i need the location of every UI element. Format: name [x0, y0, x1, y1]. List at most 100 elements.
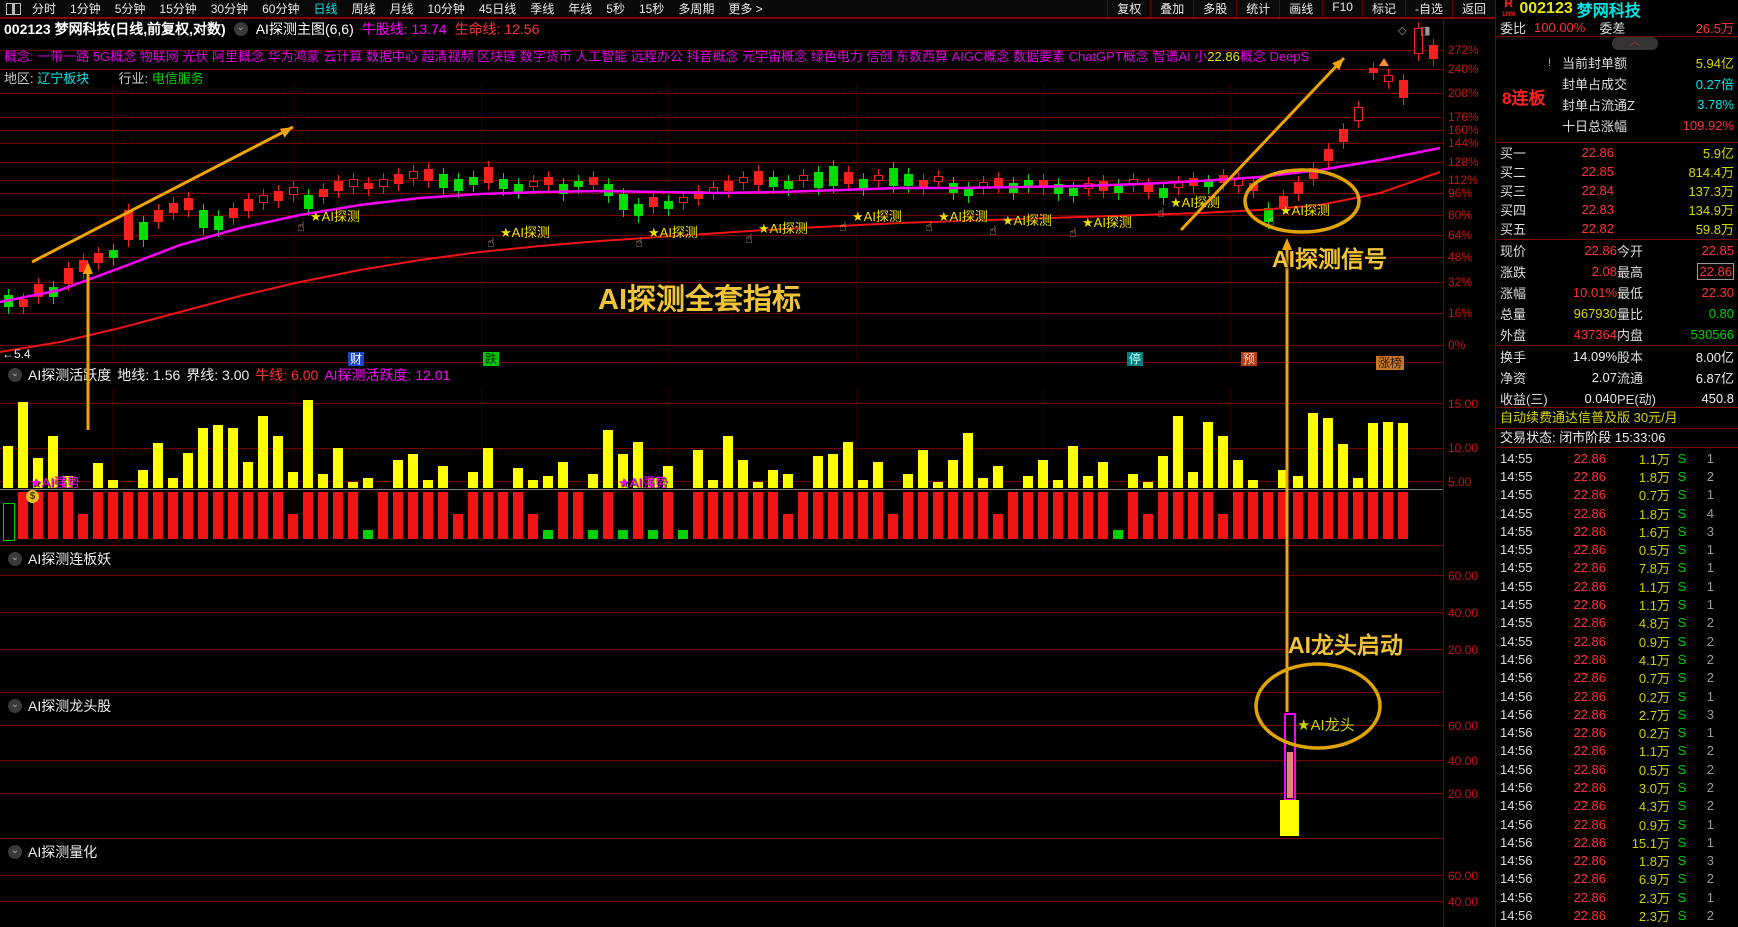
- period-tab[interactable]: 分时: [32, 2, 57, 16]
- period-tab[interactable]: 多周期: [678, 2, 715, 16]
- period-tab[interactable]: 周线: [351, 2, 376, 16]
- strip-bar-red: [1383, 492, 1393, 539]
- event-badge: 预: [1241, 352, 1258, 366]
- gridline: [0, 162, 1443, 163]
- toolbar-button[interactable]: 叠加: [1150, 0, 1193, 17]
- field-label: 涨幅: [1500, 286, 1527, 301]
- activity-bar: [648, 478, 658, 488]
- region-value[interactable]: 辽宁板块: [37, 71, 90, 86]
- candle: [1384, 75, 1393, 82]
- candle: [694, 191, 703, 199]
- period-tab[interactable]: 10分钟: [427, 2, 465, 16]
- strip-bar-red: [228, 492, 238, 539]
- month-gridline: [112, 84, 113, 362]
- toolbar-button[interactable]: 画线: [1279, 0, 1322, 17]
- trade-side: S: [1677, 889, 1687, 905]
- period-tab[interactable]: 5秒: [606, 2, 625, 16]
- period-tab[interactable]: 1分钟: [70, 2, 101, 16]
- candle: [1039, 180, 1048, 188]
- industry-value[interactable]: 电信服务: [151, 71, 204, 86]
- trade-row: 14:56 22.86 2.3万 S 2: [1496, 906, 1738, 924]
- toolbar-button[interactable]: 多股: [1193, 0, 1236, 17]
- trade-time: 14:55: [1500, 487, 1533, 503]
- period-tab[interactable]: 日线: [313, 2, 338, 16]
- subpanel-scale-label: 40.00: [1448, 754, 1479, 768]
- trade-row: 14:55 22.86 1.1万 S 1: [1496, 577, 1738, 595]
- candle: [499, 179, 508, 189]
- collapse-icon[interactable]: ⌄: [8, 845, 22, 859]
- activity-bound-line: 界线: 3.00: [186, 367, 250, 383]
- trade-time: 14:55: [1500, 615, 1533, 631]
- activity-bar: [1203, 422, 1213, 488]
- trade-volume: 0.7万: [1638, 671, 1670, 687]
- layout-split-icon[interactable]: [6, 2, 21, 15]
- trade-side: S: [1677, 542, 1687, 558]
- candle: [994, 178, 1003, 186]
- diamond-tool-icon[interactable]: ◇: [1398, 25, 1407, 37]
- candle: [844, 172, 853, 184]
- period-tab[interactable]: 月线: [389, 2, 414, 16]
- activity-bar: [183, 453, 193, 488]
- trade-side: S: [1677, 761, 1687, 777]
- order-book-row: 买一 22.86 5.9亿: [1496, 143, 1738, 162]
- strip-bar-red: [1278, 492, 1288, 539]
- toolbar-button[interactable]: 标记: [1361, 0, 1405, 17]
- period-tab[interactable]: 60分钟: [262, 2, 300, 16]
- strip-bar-red: [1023, 492, 1033, 539]
- strip-bar-red: [1248, 492, 1258, 539]
- activity-bar: [1233, 460, 1243, 488]
- concept-tags-line[interactable]: 概念: 一带一路 5G概念 物联网 光伏 阿里概念 华为鸿蒙 云计算 数据中心 …: [4, 46, 1309, 65]
- toolbar-button[interactable]: -自选: [1404, 0, 1452, 17]
- period-tab[interactable]: 30分钟: [210, 2, 249, 16]
- split-view-icon[interactable]: ◨: [1420, 25, 1431, 37]
- buy-price: 22.83: [1581, 202, 1614, 217]
- period-tab[interactable]: 更多 >: [728, 2, 763, 16]
- concept-tags-tail[interactable]: 概念 DeepS: [1239, 49, 1310, 64]
- concept-tags[interactable]: 一带一路 5G概念 物联网 光伏 阿里概念 华为鸿蒙 云计算 数据中心 超清视频…: [37, 49, 1208, 64]
- field-value: 2.08: [1591, 264, 1617, 279]
- field-label: 流通: [1617, 371, 1644, 386]
- panel-border[interactable]: [1495, 0, 1496, 927]
- candle: [859, 179, 868, 189]
- collapse-icon[interactable]: ⌄: [8, 699, 22, 713]
- lianban-panel-header[interactable]: ⌄ AI探测连板妖: [8, 549, 111, 569]
- strip-bar-red: [828, 492, 838, 539]
- toolbar-button[interactable]: 复权: [1107, 0, 1150, 17]
- trade-row: 14:56 22.86 4.3万 S 2: [1496, 797, 1738, 815]
- seal-label: 封单占成交: [1562, 77, 1628, 92]
- activity-bar: [693, 450, 703, 488]
- subpanel-scale-label: 60.00: [1448, 719, 1479, 733]
- period-tab[interactable]: 年线: [568, 2, 593, 16]
- field-label: 外盘: [1500, 328, 1527, 343]
- activity-panel-header[interactable]: ⌄ AI探测活跃度 地线: 1.56 界线: 3.00 牛线: 6.00 AI探…: [8, 365, 450, 385]
- collapse-icon[interactable]: ⌄: [8, 552, 22, 566]
- percent-axis-label: 96%: [1448, 186, 1473, 200]
- toolbar-button[interactable]: 统计: [1236, 0, 1279, 17]
- dragon-panel-header[interactable]: ⌄ AI探测龙头股: [8, 696, 111, 716]
- collapse-icon[interactable]: ⌄: [8, 368, 22, 382]
- period-tab[interactable]: 45日线: [478, 2, 517, 16]
- trade-time: 14:56: [1500, 834, 1533, 850]
- indicator-dropdown-icon[interactable]: ⌄: [233, 22, 248, 36]
- trade-side: S: [1677, 505, 1687, 521]
- activity-bar: [228, 428, 238, 488]
- period-tab[interactable]: 15秒: [638, 2, 665, 16]
- percent-axis-label: 176%: [1448, 110, 1479, 124]
- strip-bar-red: [1293, 492, 1303, 539]
- trade-count: 2: [1706, 871, 1714, 887]
- renewal-notice[interactable]: 自动续费通达信普及版 30元/月: [1496, 407, 1738, 429]
- trade-count: 1: [1706, 487, 1714, 503]
- trade-time: 14:55: [1500, 542, 1533, 558]
- buy-amount: 5.9亿: [1702, 146, 1734, 161]
- trade-count: 1: [1706, 578, 1714, 594]
- period-tab[interactable]: 季线: [530, 2, 555, 16]
- collapse-pill-button[interactable]: ︿: [1612, 37, 1658, 50]
- period-tab[interactable]: 5分钟: [114, 2, 146, 16]
- tick-list[interactable]: 14:55 22.86 1.1万 S 1 14:55 22.86 1.8万 S 2 14:55 22.…: [1496, 449, 1738, 927]
- toolbar-button[interactable]: F10: [1322, 0, 1362, 17]
- activity-scale-label: 10.00: [1448, 441, 1479, 455]
- quant-panel-header[interactable]: ⌄ AI探测量化: [8, 842, 97, 862]
- period-tab[interactable]: 15分钟: [159, 2, 197, 16]
- toolbar-button[interactable]: 返回: [1451, 0, 1495, 17]
- trade-side: S: [1677, 523, 1687, 539]
